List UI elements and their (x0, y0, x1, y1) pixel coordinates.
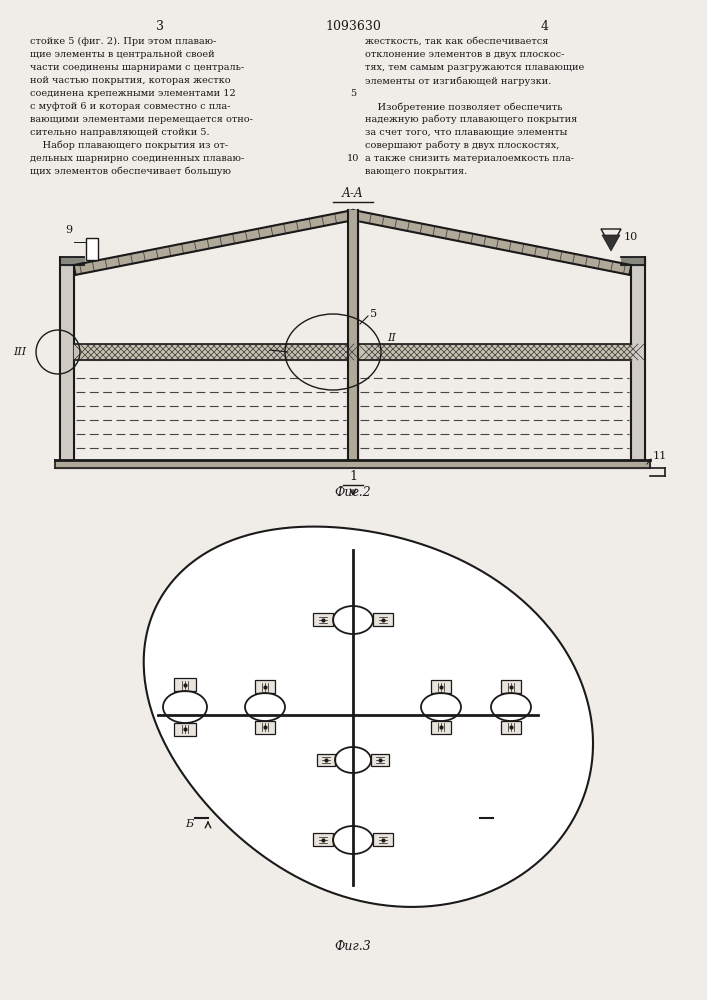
Text: III: III (13, 347, 26, 357)
Text: тях, тем самым разгружаются плавающие: тях, тем самым разгружаются плавающие (365, 63, 584, 72)
Text: 4: 4 (541, 20, 549, 33)
Text: щие элементы в центральной своей: щие элементы в центральной своей (30, 50, 215, 59)
Bar (174, 678, 196, 691)
Polygon shape (144, 527, 593, 907)
Polygon shape (602, 235, 620, 251)
Polygon shape (358, 344, 631, 360)
Polygon shape (621, 257, 645, 265)
Text: стойке 5 (фиг. 2). При этом плаваю-: стойке 5 (фиг. 2). При этом плаваю- (30, 37, 216, 46)
Text: Фиг.3: Фиг.3 (334, 940, 371, 953)
Bar (501, 721, 521, 734)
Bar (86, 238, 98, 260)
Bar (501, 680, 521, 693)
Text: вающего покрытия.: вающего покрытия. (365, 167, 467, 176)
Text: 5: 5 (350, 89, 356, 98)
Text: с муфтой 6 и которая совместно с пла-: с муфтой 6 и которая совместно с пла- (30, 102, 230, 111)
Bar (313, 833, 333, 846)
Text: элементы от изгибающей нагрузки.: элементы от изгибающей нагрузки. (365, 76, 551, 86)
Bar (373, 613, 393, 626)
Text: 9: 9 (65, 225, 72, 235)
Bar (255, 680, 275, 693)
Text: 10: 10 (347, 154, 359, 163)
Text: а также снизить материалоемкость пла-: а также снизить материалоемкость пла- (365, 154, 574, 163)
Text: 3: 3 (156, 20, 164, 33)
Polygon shape (351, 210, 631, 275)
Text: Изобретение позволяет обеспечить: Изобретение позволяет обеспечить (365, 102, 563, 111)
Bar (373, 833, 393, 846)
Bar (255, 721, 275, 734)
Bar (317, 754, 335, 766)
Text: сительно направляющей стойки 5.: сительно направляющей стойки 5. (30, 128, 209, 137)
Text: соединена крепежными элементами 12: соединена крепежными элементами 12 (30, 89, 235, 98)
Polygon shape (348, 210, 358, 460)
Polygon shape (631, 265, 645, 460)
Text: 1: 1 (349, 470, 357, 483)
Text: 5: 5 (370, 309, 377, 319)
Polygon shape (60, 265, 74, 460)
Text: ной частью покрытия, которая жестко: ной частью покрытия, которая жестко (30, 76, 230, 85)
Text: Б: Б (185, 819, 193, 829)
Text: вающими элементами перемещается отно-: вающими элементами перемещается отно- (30, 115, 253, 124)
Bar (371, 754, 389, 766)
Polygon shape (74, 210, 355, 275)
Text: 11: 11 (653, 451, 667, 461)
Text: части соединены шарнирами с централь-: части соединены шарнирами с централь- (30, 63, 244, 72)
Text: за счет того, что плавающие элементы: за счет того, что плавающие элементы (365, 128, 568, 137)
Text: жесткость, так как обеспечивается: жесткость, так как обеспечивается (365, 37, 549, 46)
Text: совершают работу в двух плоскостях,: совершают работу в двух плоскостях, (365, 141, 559, 150)
Text: II: II (387, 333, 396, 343)
Text: 10: 10 (624, 232, 638, 242)
Bar (174, 723, 196, 736)
Text: дельных шарнирно соединенных плаваю-: дельных шарнирно соединенных плаваю- (30, 154, 244, 163)
Text: 1093630: 1093630 (325, 20, 381, 33)
Text: Б: Б (495, 819, 503, 829)
Text: надежную работу плавающего покрытия: надежную работу плавающего покрытия (365, 115, 577, 124)
Text: Фиг.2: Фиг.2 (334, 486, 371, 499)
Polygon shape (74, 344, 348, 360)
Text: Набор плавающего покрытия из от-: Набор плавающего покрытия из от- (30, 141, 228, 150)
Text: 6: 6 (260, 345, 267, 355)
Polygon shape (60, 257, 84, 265)
Text: щих элементов обеспечивает большую: щих элементов обеспечивает большую (30, 167, 231, 176)
Text: А-А: А-А (342, 187, 364, 200)
Bar (313, 613, 333, 626)
Polygon shape (55, 460, 650, 468)
Bar (431, 680, 451, 693)
Bar (431, 721, 451, 734)
Text: отклонение элементов в двух плоскос-: отклонение элементов в двух плоскос- (365, 50, 564, 59)
